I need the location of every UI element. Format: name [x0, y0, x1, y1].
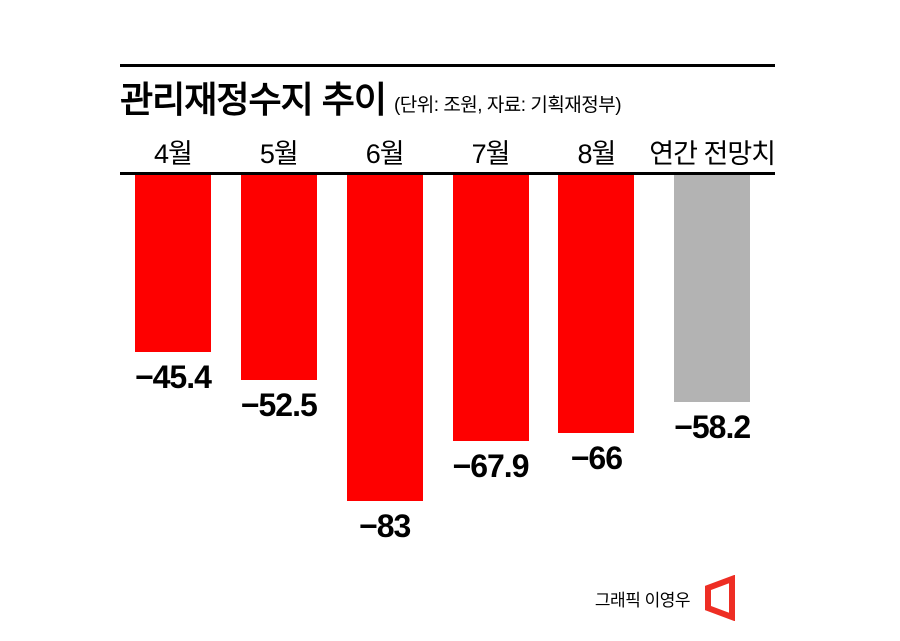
- category-label: 8월: [577, 138, 616, 169]
- chart-column: 7월 −67.9: [438, 130, 544, 545]
- category-label: 5월: [259, 138, 299, 169]
- category-label: 4월: [154, 138, 193, 169]
- chart-column: 8월 −66: [543, 130, 649, 545]
- graphic-credit: 그래픽 이영우: [594, 590, 691, 610]
- chart-column: 연간 전망치 −58.2: [649, 130, 776, 545]
- chart-header: 관리재정수지 추이 (단위: 조원, 자료: 기획재정부): [120, 80, 775, 120]
- top-rule: [120, 64, 775, 67]
- value-label: −66: [570, 440, 623, 476]
- category-label: 6월: [365, 138, 405, 169]
- bar: [558, 172, 635, 433]
- publisher-logo-icon: [705, 575, 735, 621]
- chart-title: 관리재정수지 추이: [120, 79, 387, 120]
- chart-column: 4월 −45.4: [120, 130, 226, 545]
- value-label: −45.4: [134, 359, 212, 395]
- value-label: −58.2: [674, 409, 751, 445]
- chart-columns: 4월 −45.4 5월 −52.5 6월 −83 7월 −67.9 8월 −66 연간 전망치 −58…: [120, 130, 776, 545]
- category-label: 연간 전망치: [649, 138, 776, 169]
- chart-column: 6월 −83: [332, 130, 438, 545]
- value-label: −83: [359, 508, 411, 544]
- credit-footer: 그래픽 이영우: [595, 575, 738, 621]
- zero-baseline: [120, 172, 775, 175]
- value-label: −52.5: [240, 387, 318, 423]
- bar: [674, 172, 751, 402]
- category-label: 7월: [471, 138, 511, 169]
- bar: [452, 172, 529, 441]
- bar: [240, 172, 317, 380]
- chart-column: 5월 −52.5: [226, 130, 332, 545]
- bar: [346, 172, 423, 501]
- bar: [134, 172, 211, 352]
- value-label: −67.9: [452, 448, 530, 484]
- chart-subtitle: (단위: 조원, 자료: 기획재정부): [393, 94, 622, 116]
